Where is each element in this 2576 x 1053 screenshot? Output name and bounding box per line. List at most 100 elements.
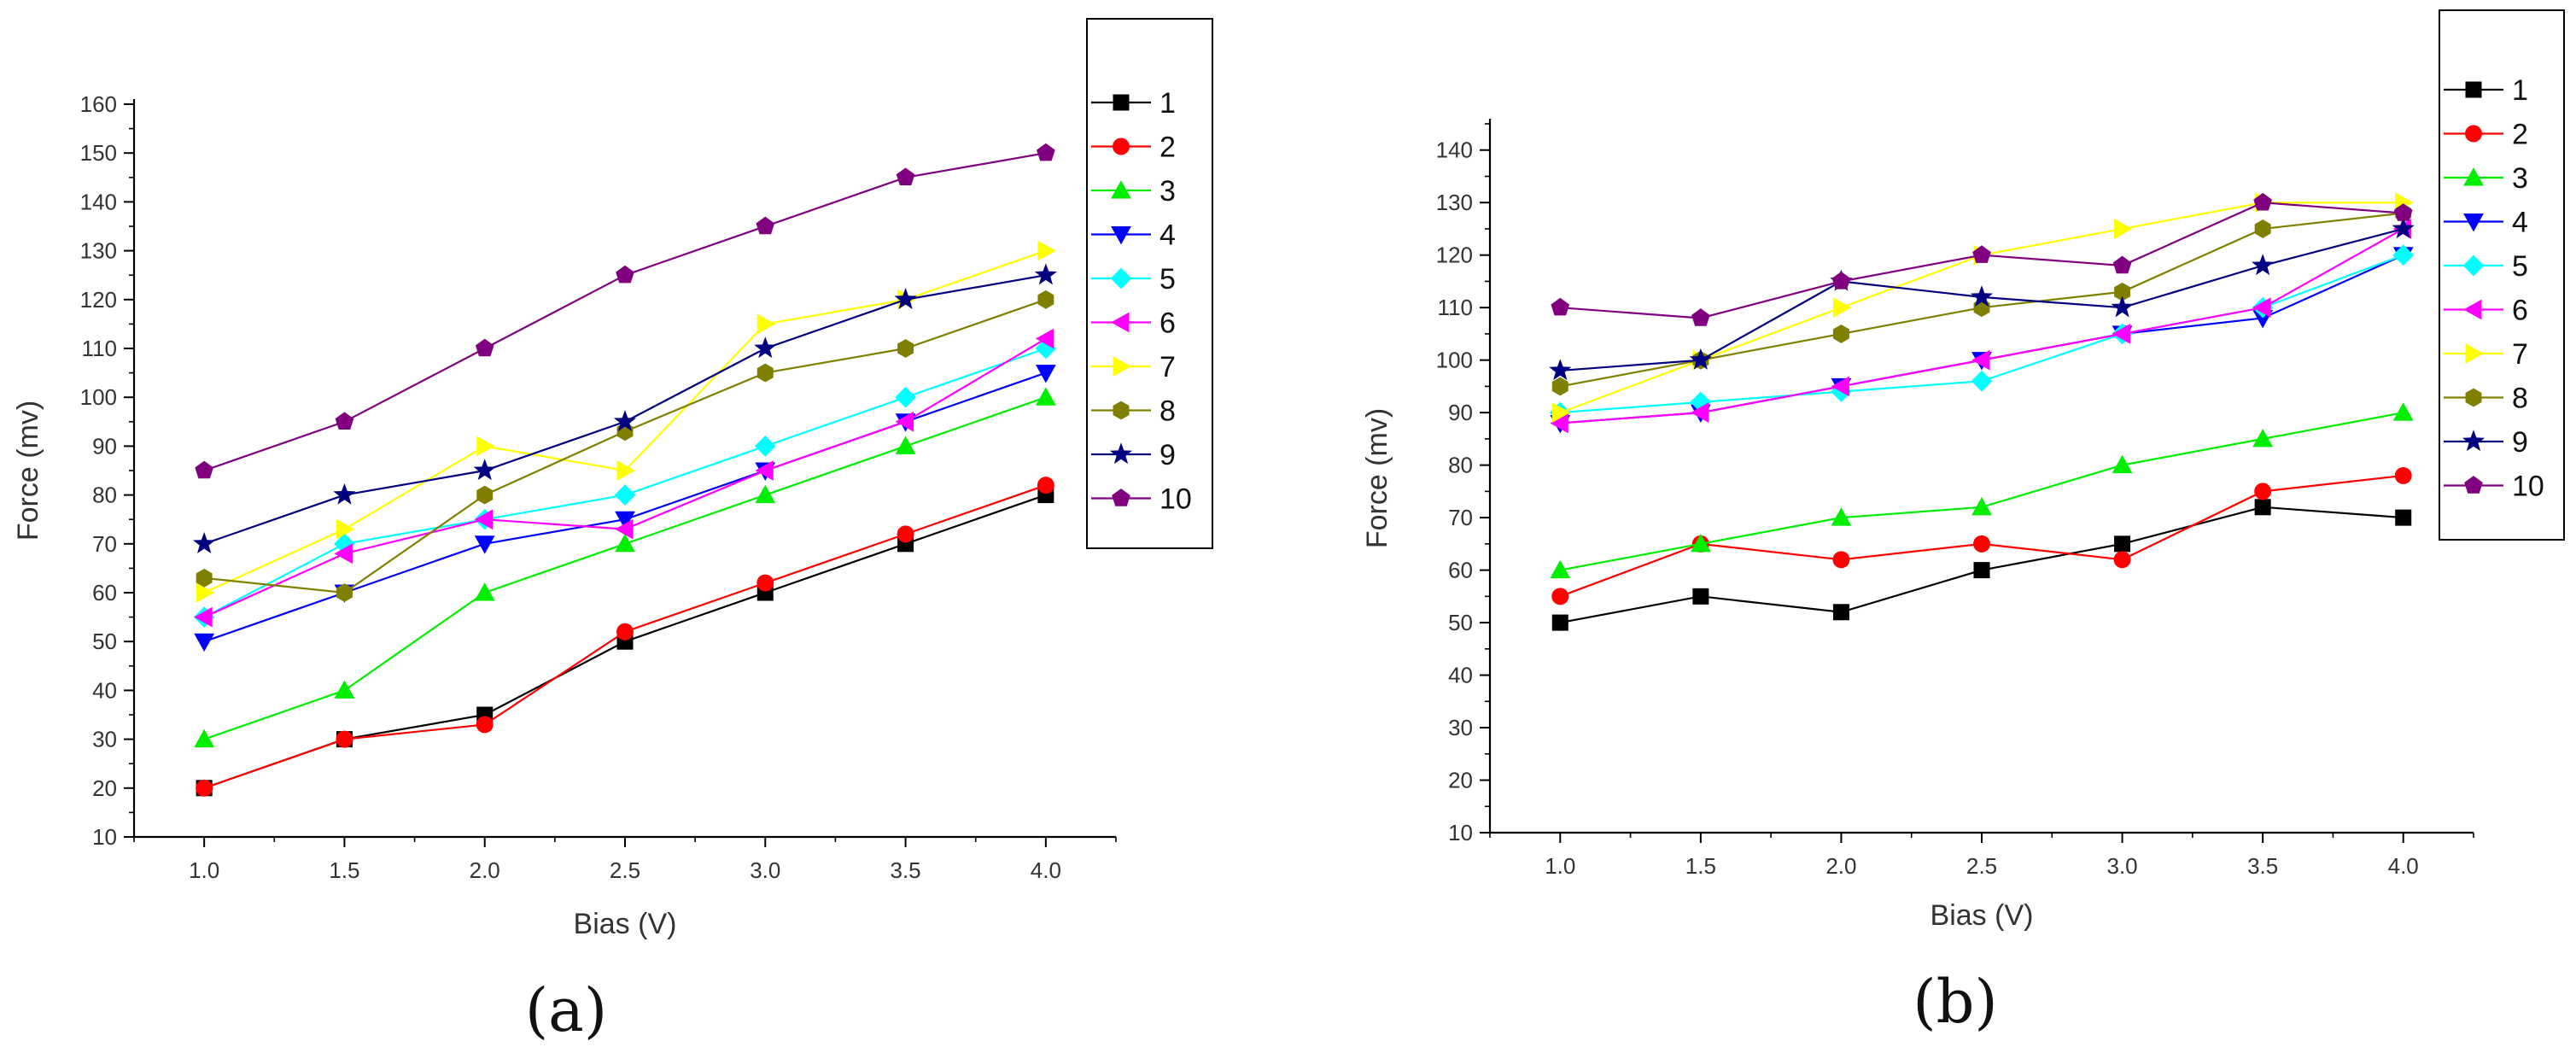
data-point-10 [1037,143,1055,161]
data-point-6 [1550,412,1568,434]
data-point-3 [895,436,916,454]
x-tick-label: 3.0 [2106,853,2137,879]
data-point-9 [2392,217,2415,239]
y-tick-label: 110 [1438,295,1473,320]
data-point-3 [2112,454,2133,474]
legend-entry-1: 1 [2444,74,2528,107]
data-point-8 [196,568,213,588]
y-tick-label: 50 [1448,610,1473,635]
data-point-2 [196,779,213,797]
data-point-2 [1037,477,1054,494]
data-point-10 [195,460,213,479]
y-tick-label: 160 [80,91,117,117]
data-point-3 [2392,402,2414,421]
legend-marker [2463,167,2484,186]
legend-entry-4: 4 [2444,207,2528,239]
data-point-6 [334,543,353,565]
y-tick-label: 60 [1448,558,1473,583]
legend-marker [2463,299,2482,320]
y-tick-label: 90 [92,433,117,459]
legend-entry-2: 2 [1091,132,1176,164]
data-point-6 [474,509,494,530]
data-point-5 [1690,391,1712,413]
data-point-9 [1689,348,1712,370]
y-tick-label: 10 [92,824,117,850]
data-point-7 [756,313,776,335]
data-point-7 [1832,297,1852,319]
data-point-7 [616,460,635,481]
y-tick-label: 10 [1448,820,1473,845]
legend-label: 8 [1159,395,1176,428]
y-tick-label: 80 [1448,453,1473,478]
data-point-10 [756,216,775,235]
data-point-6 [1831,376,1849,397]
x-tick-label: 4.0 [2388,853,2419,879]
y-tick-label: 140 [80,189,117,214]
data-point-5 [754,436,776,457]
data-point-9 [1970,285,1994,307]
series-line-4 [1560,254,2404,424]
legend-label: 10 [1159,483,1192,516]
data-point-4 [615,511,635,530]
data-point-3 [1550,559,1571,579]
legend: 1 2 3 4 5 6 7 8 9 10 [1086,18,1213,549]
series-2 [1551,466,2412,605]
data-point-7 [196,582,215,603]
data-point-3 [615,533,635,553]
series-4 [1550,247,2414,434]
y-axis-title: Force (mv) [1361,408,1393,548]
legend-marker [2463,214,2484,232]
panel-label: (a) [525,975,607,1045]
y-tick-label: 100 [80,384,117,410]
legend-label: 9 [2512,426,2528,459]
legend-label: 2 [1159,132,1176,164]
data-point-6 [1690,402,1709,424]
series-line-3 [203,396,1047,740]
legend-marker [2465,81,2482,98]
legend-entry-7: 7 [2444,338,2528,371]
data-point-5 [1971,370,1993,392]
x-tick-label: 3.0 [750,857,780,883]
y-tick-label: 150 [80,140,117,166]
data-point-3 [334,680,355,699]
data-point-8 [1551,377,1568,396]
data-point-10 [1551,297,1570,316]
legend-label: 1 [1159,87,1176,120]
data-point-10 [1972,245,1991,263]
data-point-8 [756,363,774,383]
legend-box [2439,9,2565,541]
data-point-2 [1973,535,1990,553]
y-tick-label: 100 [1436,348,1473,373]
data-point-8 [336,583,353,602]
legend-label: 5 [2512,250,2528,283]
y-tick-label: 50 [92,629,117,654]
data-point-2 [2113,551,2131,569]
legend-label: 2 [2512,119,2528,151]
legend-box [1086,18,1213,549]
x-tick-label: 1.5 [1685,853,1716,879]
x-tick-label: 2.0 [1825,853,1856,879]
data-point-7 [1037,240,1056,261]
data-point-4 [1035,365,1056,383]
data-point-3 [1035,387,1056,406]
data-point-6 [1035,328,1054,349]
legend-label: 9 [1159,439,1176,471]
x-tick-label: 4.0 [1031,857,1061,883]
x-tick-label: 2.5 [1966,853,1997,879]
y-tick-label: 140 [1436,137,1473,163]
legend-label: 3 [2512,162,2528,195]
legend-entry-5: 5 [2444,250,2528,283]
legend-marker [2462,430,2485,452]
legend: 1 2 3 4 5 6 7 8 9 10 [2439,9,2565,541]
legend-marker [1112,488,1130,506]
series-9 [193,263,1057,553]
data-point-7 [336,518,355,540]
data-point-1 [1692,588,1709,605]
data-point-9 [2252,254,2275,276]
data-point-3 [1971,496,1992,516]
y-tick-label: 20 [92,775,117,801]
data-point-9 [193,532,216,553]
data-point-1 [1551,614,1568,631]
data-point-2 [1551,588,1569,605]
